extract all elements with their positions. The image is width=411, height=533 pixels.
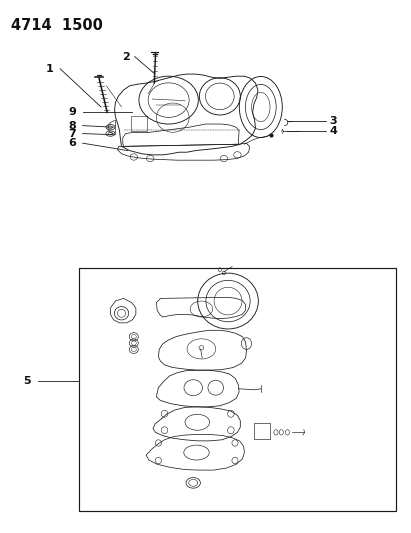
Bar [254,423,270,439]
Text: 9: 9 [69,107,76,117]
Bar [79,268,396,511]
Text: 8: 8 [69,120,76,131]
Text: 1: 1 [46,64,54,74]
Text: 4714  1500: 4714 1500 [11,18,103,33]
Text: 6: 6 [69,138,76,148]
Text: 7: 7 [69,128,76,139]
Text: 5: 5 [23,376,31,386]
Text: 4: 4 [330,126,337,136]
Text: 3: 3 [330,116,337,126]
Bar [131,116,147,131]
Text: 2: 2 [122,52,129,61]
